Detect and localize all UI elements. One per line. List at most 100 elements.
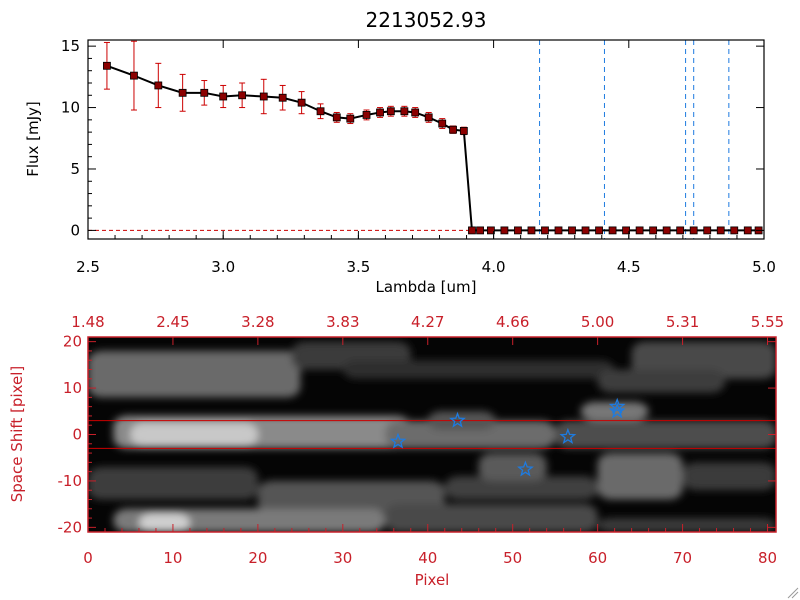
x-tick-label: 30	[333, 549, 352, 567]
x-tick-label: 50	[503, 549, 522, 567]
y-tick-label: 5	[70, 160, 80, 178]
image-y-ticks: 20 10 0 -10 -20	[58, 333, 776, 536]
top-tick-label: 4.66	[496, 313, 529, 331]
image-blob	[88, 350, 301, 398]
x-tick-label: 60	[588, 549, 607, 567]
y-tick-label: 10	[61, 99, 80, 117]
top-tick-label: 5.31	[666, 313, 699, 331]
flux-point	[486, 226, 495, 235]
flux-point	[468, 226, 476, 235]
image-blob	[138, 513, 190, 532]
image-blob	[444, 476, 598, 500]
flux-point	[238, 91, 247, 100]
chart-title: 2213052.93	[366, 8, 487, 32]
image-blob	[478, 453, 547, 481]
flux-point	[400, 107, 409, 116]
flux-point	[500, 226, 509, 235]
flux-point	[376, 108, 384, 117]
x-tick-label: 40	[418, 549, 437, 567]
y-tick-label: 0	[70, 221, 80, 239]
x-tick-label: 10	[163, 549, 182, 567]
top-tick-label: 5.00	[581, 313, 614, 331]
x-tick-label: 4.5	[617, 258, 641, 276]
flux-point	[411, 108, 420, 117]
flux-point	[743, 226, 752, 235]
x-tick-label: 3.5	[346, 258, 370, 276]
flux-point	[130, 71, 138, 80]
y-tick-label: 10	[63, 379, 82, 397]
x-tick-label: 80	[758, 549, 777, 567]
image-blob	[597, 518, 776, 532]
spectrum-panel: 2213052.93 2.5 3.0 3.5 4.0 4.5 5.0 0 5 10 15 Lam…	[24, 8, 776, 296]
image-blob	[555, 420, 776, 449]
spectrum-x-ticks: 2.5 3.0 3.5 4.0 4.5 5.0	[76, 40, 776, 276]
x-tick-label: 3.0	[211, 258, 235, 276]
star-marker-icon	[449, 411, 466, 428]
image-plot-area	[88, 337, 776, 532]
image-blob	[385, 420, 556, 449]
flux-point	[362, 111, 371, 119]
spectrum-x-axis-label: Lambda [um]	[376, 278, 477, 296]
flux-point	[541, 226, 549, 235]
y-tick-label: 20	[63, 333, 82, 351]
x-tick-label: 4.0	[482, 258, 506, 276]
image-blob	[385, 504, 598, 532]
image-panel: 0 10 20 30 40 50 60 70 80 1.48 2.45 3.28 3.83 4.27 4.…	[8, 313, 784, 589]
flux-point	[103, 61, 111, 70]
flux-point	[424, 113, 433, 122]
image-blob	[88, 467, 258, 500]
x-tick-label: 5.0	[752, 258, 776, 276]
y-tick-label: -20	[58, 518, 83, 536]
image-x-ticks: 0 10 20 30 40 50 60 70 80	[83, 524, 777, 567]
flux-point	[459, 127, 468, 135]
flux-point	[676, 226, 685, 235]
flux-point	[581, 226, 590, 235]
flux-point	[568, 226, 576, 235]
flux-point	[178, 88, 187, 97]
flux-point	[662, 226, 671, 235]
image-blob	[130, 422, 258, 447]
y-tick-label: 15	[61, 37, 80, 55]
image-y-axis-label: Space Shift [pixel]	[8, 366, 26, 503]
top-tick-label: 4.27	[411, 313, 444, 331]
top-tick-label: 2.45	[156, 313, 189, 331]
flux-point	[703, 226, 712, 235]
x-tick-label: 0	[83, 549, 93, 567]
spectrum-plot-area	[88, 40, 764, 239]
y-tick-label: 0	[72, 426, 82, 444]
flux-point	[514, 226, 522, 235]
star-marker-icon	[389, 432, 407, 449]
top-tick-label: 1.48	[71, 313, 104, 331]
flux-point	[595, 226, 603, 235]
spectrum-y-axis-label: Flux [mJy]	[24, 101, 42, 177]
resize-grip-icon[interactable]	[787, 587, 799, 599]
top-tick-label: 3.83	[326, 313, 359, 331]
flux-point	[554, 226, 563, 235]
flux-point	[730, 226, 739, 235]
flux-point	[154, 81, 163, 90]
x-tick-label: 2.5	[76, 258, 100, 276]
star-marker-icon	[517, 460, 534, 477]
flux-point	[649, 226, 658, 235]
image-blob	[342, 360, 615, 379]
flux-point	[316, 107, 325, 116]
x-tick-label: 20	[248, 549, 267, 567]
star-marker-icon	[559, 427, 577, 444]
y-tick-label: -10	[58, 472, 83, 490]
top-tick-label: 5.55	[751, 313, 784, 331]
flux-point	[386, 107, 395, 116]
top-tick-label: 3.28	[241, 313, 274, 331]
flux-point	[278, 93, 287, 102]
flux-point	[259, 92, 268, 101]
flux-point	[332, 113, 341, 122]
flux-point	[608, 226, 617, 235]
flux-point	[297, 98, 306, 107]
flux-point	[346, 114, 355, 123]
spectrum-frame	[87, 39, 765, 240]
flux-point	[635, 226, 644, 235]
flux-point	[527, 226, 536, 235]
image-x-axis-label: Pixel	[415, 571, 450, 589]
flux-point	[200, 88, 209, 97]
flux-point	[476, 226, 484, 235]
